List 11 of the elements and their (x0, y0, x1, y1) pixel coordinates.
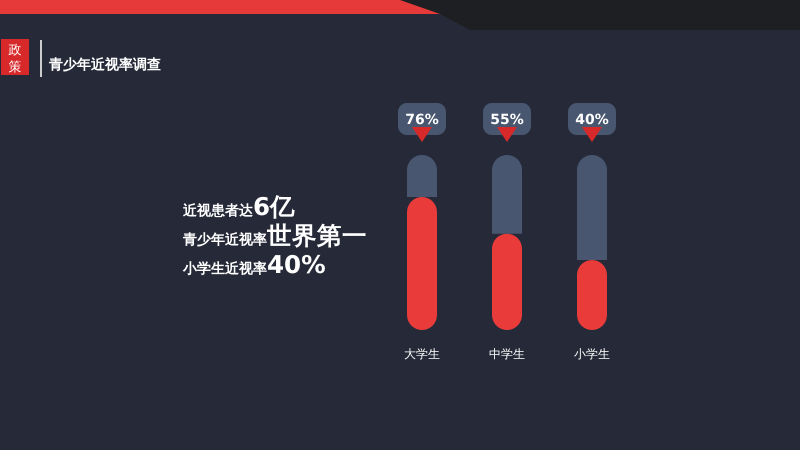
text: 青少年近视率世界第一 (182, 221, 367, 250)
text: 近视患者达6亿 (182, 192, 296, 221)
text: 小学生近视率40% (182, 250, 326, 279)
data-label: 55% (490, 112, 524, 128)
text: 政策 (8, 43, 22, 75)
data-label: 76% (405, 112, 439, 128)
x-tick-label: 大学生 (404, 347, 440, 361)
x-tick-label: 小学生 (574, 347, 610, 361)
text: 青少年近视率调查 (48, 56, 161, 73)
data-label: 40% (575, 112, 609, 128)
x-tick-label: 中学生 (489, 347, 525, 361)
